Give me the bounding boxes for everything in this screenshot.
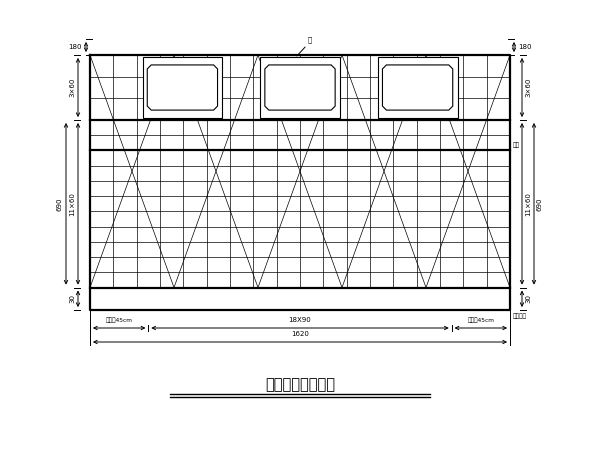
- Polygon shape: [382, 65, 453, 110]
- Text: 横档距45cm: 横档距45cm: [467, 317, 494, 323]
- Text: 690: 690: [537, 197, 543, 211]
- Polygon shape: [143, 57, 223, 118]
- Text: 180: 180: [68, 44, 82, 50]
- Text: 桥: 桥: [308, 36, 312, 43]
- Polygon shape: [147, 65, 218, 110]
- Text: 满堂支架横断面图: 满堂支架横断面图: [265, 378, 335, 392]
- Text: 横档距45cm: 横档距45cm: [106, 317, 133, 323]
- Polygon shape: [260, 57, 340, 118]
- Text: 3×60: 3×60: [69, 78, 75, 97]
- Text: 纵梁: 纵梁: [513, 143, 520, 148]
- Polygon shape: [378, 57, 458, 118]
- Text: 11×60: 11×60: [525, 192, 531, 216]
- Text: 1620: 1620: [291, 331, 309, 337]
- Text: 180: 180: [518, 44, 532, 50]
- Text: 690: 690: [57, 197, 63, 211]
- Text: 地基处理: 地基处理: [513, 313, 527, 319]
- Polygon shape: [265, 65, 335, 110]
- Text: 3×60: 3×60: [525, 78, 531, 97]
- Text: 11×60: 11×60: [69, 192, 75, 216]
- Text: 30: 30: [69, 294, 75, 303]
- Text: 18X90: 18X90: [289, 317, 311, 323]
- Text: 30: 30: [525, 294, 531, 303]
